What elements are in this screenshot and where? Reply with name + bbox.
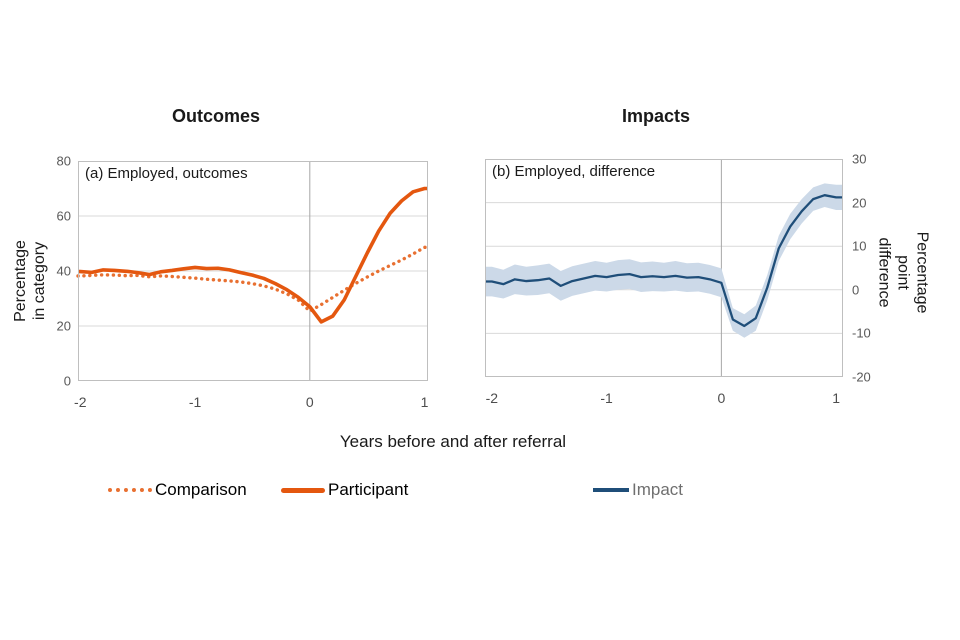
impacts-plot-area: (b) Employed, difference -20 -10 0 10 20 30 -2… [485,152,871,406]
plot-border [78,161,428,381]
legend-item-comparison: Comparison [108,480,247,500]
y-tick-label-0: 0 [63,373,71,389]
legend-label-impact: Impact [632,480,684,499]
outcomes-y-axis-title: Percentage in category [11,176,49,386]
outcomes-title: Outcomes [171,106,261,126]
plot-svg [76,161,430,381]
y-tick-label--10: -10 [852,325,871,341]
participant-solid-line-icon [281,487,325,493]
legend-label-participant: Participant [328,480,409,499]
y-tick-label-20: 20 [56,318,71,334]
impacts-y-axis-title-line2: point [894,255,912,290]
y-tick-label-40: 40 [56,263,71,279]
comparison-dotted-line-icon [108,488,152,492]
outcomes-y-axis-title-line1: Percentage [12,240,29,322]
plot-border [485,159,843,377]
legend-label-comparison: Comparison [155,480,247,499]
impacts-title: Impacts [621,106,691,126]
x-tick-label-0: 0 [305,394,314,410]
impact-confidence-band [485,183,843,338]
y-tick-label-20: 20 [852,195,867,211]
outcomes-y-axis-title-line2: in category [31,241,48,321]
x-tick-label-0: 0 [717,390,726,406]
legend-item-participant: Participant [281,480,408,500]
y-tick-label-80: 80 [56,153,71,169]
x-tick-label--1: -1 [188,394,202,410]
impact-solid-line-icon [593,488,629,492]
x-tick-label--2: -2 [74,394,87,410]
impacts-y-axis-title: Percentage point difference [875,168,932,378]
participant-line [78,186,428,324]
comparison-line [76,245,430,313]
x-tick-label-1: 1 [420,394,429,410]
x-axis-title: Years before and after referral [339,432,567,451]
impacts-panel-label: (b) Employed, difference [492,163,656,180]
y-tick-label--20: -20 [852,369,871,385]
y-tick-label-30: 30 [852,151,867,167]
y-tick-label-10: 10 [852,238,867,254]
legend-item-impact: Impact [593,480,683,500]
x-tick-label--1: -1 [600,390,613,406]
impact-line [485,194,843,328]
y-tick-label-60: 60 [56,208,71,224]
impacts-y-axis-title-line1: Percentage [913,231,931,314]
outcomes-plot-area: (a) Employed, outcomes 0 20 40 60 80 -2 -1 0 1 [57,154,430,410]
outcomes-panel-label: (a) Employed, outcomes [85,165,248,182]
impacts-y-axis-title-line3: difference [875,237,893,308]
y-tick-label-0: 0 [852,282,860,298]
plot-svg [485,159,843,377]
x-tick-label--2: -2 [485,390,499,406]
x-tick-label-1: 1 [832,390,841,406]
